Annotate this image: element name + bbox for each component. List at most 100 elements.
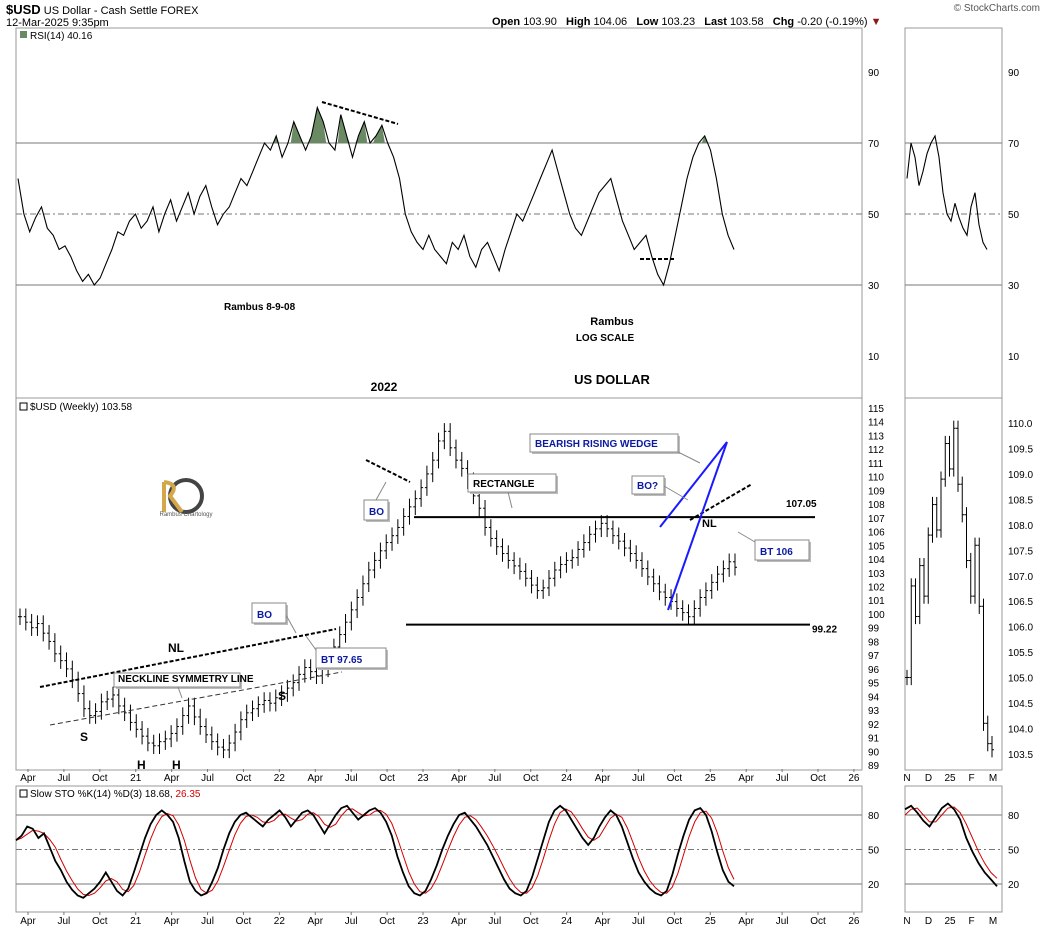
sto-x-label: Oct	[236, 916, 252, 927]
bt-9765-callout-label: BT 97.65	[321, 655, 363, 666]
sto-x-label: Jul	[488, 916, 501, 927]
rectangle-callout-pointer	[507, 491, 513, 509]
sto-x-label: Apr	[738, 916, 754, 927]
nl-left-label: NL	[168, 641, 184, 655]
side-sto-tick-label: 80	[1008, 811, 1020, 822]
side-price-tick-label: 109.5	[1008, 445, 1033, 456]
open-value: 103.90	[523, 16, 557, 28]
sto-x-label: Jul	[632, 916, 645, 927]
rsi-line	[17, 105, 735, 287]
bt-9765-callout-box	[315, 647, 387, 669]
level-label-top: 107.05	[786, 499, 817, 510]
price-tick-label: 112	[868, 445, 884, 456]
side-price-tick-label: 106.5	[1008, 597, 1033, 608]
chg-label: Chg	[772, 16, 795, 28]
bo-left-callout-label: BO	[257, 610, 272, 621]
price-x-label: Apr	[20, 773, 36, 784]
sto-x-label: Oct	[92, 916, 108, 927]
side-price-tick-label: 107.5	[1008, 546, 1033, 557]
bo-left-callout-box	[251, 602, 287, 624]
rambus-chartology-logo: Rambus Chartology	[159, 478, 213, 518]
side-price-tick-label: 104.0	[1008, 724, 1033, 735]
price-tick-label: 99	[868, 624, 880, 635]
shoulder-right-label: S	[278, 689, 286, 703]
side-price-tick-label: 108.0	[1008, 521, 1033, 532]
open-label: Open	[492, 16, 521, 28]
price-x-label: Jul	[632, 773, 645, 784]
bo-top-callout-pointer	[375, 481, 387, 501]
side-rsi-line	[906, 134, 988, 250]
price-tick-label: 92	[868, 720, 880, 731]
sto-x-label: Jul	[345, 916, 358, 927]
sto-side-x-label: 25	[944, 916, 956, 927]
price-tick-label: 108	[868, 500, 885, 511]
sto-x-label: 21	[130, 916, 142, 927]
price-x-label: Apr	[738, 773, 754, 784]
price-x-label: Jul	[776, 773, 789, 784]
side-rsi-tick-label: 30	[1008, 281, 1020, 292]
side-price-panel-frame	[904, 397, 1003, 771]
rambus-annotation: Rambus	[590, 316, 633, 328]
head-left-label: H	[137, 758, 146, 772]
price-tick-label: 90	[868, 747, 880, 758]
wedge-upper-line	[659, 441, 728, 528]
side-price-tick-label: 108.5	[1008, 495, 1033, 506]
price-tick-label: 103	[868, 569, 885, 580]
sto-x-label: 23	[417, 916, 429, 927]
nl-right-label: NL	[702, 518, 717, 530]
bearish-rising-wedge-callout-box	[529, 433, 679, 453]
price-tick-label: 95	[868, 679, 880, 690]
sto-x-label: Apr	[451, 916, 467, 927]
price-tick-label: 94	[868, 692, 880, 703]
price-x-label: Jul	[201, 773, 214, 784]
rsi-tick-label: 90	[868, 68, 880, 79]
price-x-label: Apr	[451, 773, 467, 784]
price-tick-label: 101	[868, 596, 885, 607]
symbol: $USD	[6, 2, 41, 17]
side-sto-k-line	[904, 802, 998, 887]
sto-x-label: Oct	[810, 916, 826, 927]
sto-x-label: Apr	[164, 916, 180, 927]
wedge-callout-pointer	[677, 451, 701, 464]
chart-symbol-line: $USD US Dollar - Cash Settle FOREX	[6, 2, 198, 17]
bearish-rising-wedge-callout-label: BEARISH RISING WEDGE	[535, 439, 658, 450]
price-tick-label: 93	[868, 706, 880, 717]
price-tick-label: 111	[868, 459, 884, 470]
price-tick-label: 114	[868, 418, 884, 429]
price-tick-label: 91	[868, 734, 880, 745]
sto-x-label: 26	[848, 916, 860, 927]
side-price-tick-label: 105.0	[1008, 674, 1033, 685]
price-legend-swatch	[19, 402, 28, 411]
brand-credit: © StockCharts.com	[953, 3, 1040, 14]
rambus-date-annotation: Rambus 8-9-08	[224, 302, 296, 313]
bo-question-callout-pointer	[663, 485, 689, 501]
price-x-label: 24	[561, 773, 573, 784]
down-arrow-icon: ▼	[870, 16, 882, 28]
chart-datetime: 12-Mar-2025 9:35pm	[6, 17, 109, 29]
side-sto-tick-label: 50	[1008, 846, 1020, 857]
price-tick-label: 107	[868, 514, 885, 525]
price-tick-label: 106	[868, 528, 885, 539]
rsi-title: RSI(14) 40.16	[30, 31, 93, 42]
wedge-lower-line	[667, 441, 728, 611]
rsi-tick-label: 50	[868, 210, 880, 221]
sto-side-x-label: F	[968, 916, 974, 927]
year-2022-label: 2022	[371, 380, 398, 394]
side-rsi-tick-label: 90	[1008, 68, 1020, 79]
price-x-label: Oct	[236, 773, 252, 784]
price-x-label: Apr	[164, 773, 180, 784]
rsi-overbought-fill	[373, 125, 385, 143]
bt-106-callout-pointer	[737, 531, 756, 543]
rsi-overbought-fill	[308, 107, 327, 143]
price-x-label: Apr	[595, 773, 611, 784]
quote-summary: Open 103.90 High 104.06 Low 103.23 Last …	[492, 16, 881, 28]
sto-x-label: Oct	[379, 916, 395, 927]
sto-x-label: Apr	[307, 916, 323, 927]
bo-top-callout-label: BO	[369, 507, 384, 518]
side-sto-d-line	[904, 806, 998, 879]
side-price-tick-label: 104.5	[1008, 699, 1033, 710]
price-x-label: 23	[417, 773, 429, 784]
sto-x-label: 24	[561, 916, 573, 927]
sto-tick-label: 80	[868, 811, 880, 822]
